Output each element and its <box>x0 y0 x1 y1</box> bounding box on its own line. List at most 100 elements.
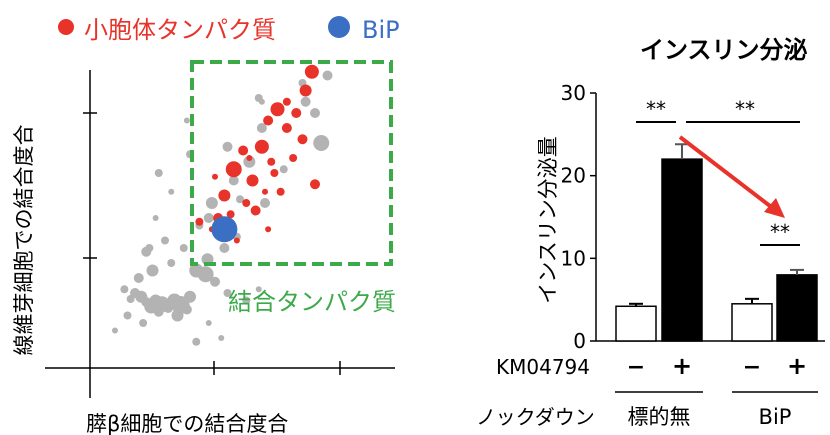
scatter-point <box>152 215 159 221</box>
scatter-point <box>281 123 292 133</box>
scatter-x-label: 膵β細胞での結合度合 <box>86 412 288 435</box>
scatter-point <box>310 179 320 190</box>
scatter-point <box>282 97 291 106</box>
scatter-point <box>246 174 259 187</box>
bar <box>776 274 818 342</box>
scatter-point <box>304 64 319 79</box>
bars <box>615 143 818 342</box>
scatter-point <box>254 139 269 154</box>
binding-protein-region <box>190 60 393 266</box>
scatter-point <box>299 84 312 97</box>
scatter-point <box>243 155 256 168</box>
legend-bip-marker <box>328 16 350 38</box>
scatter-point <box>197 266 214 283</box>
scatter-point <box>242 199 251 207</box>
scatter-point <box>145 244 154 252</box>
decrease-arrow-shaft <box>678 135 772 208</box>
scatter-point <box>263 115 274 126</box>
scatter-point <box>181 304 192 315</box>
scatter-point <box>171 309 184 322</box>
legend-er-marker <box>58 19 74 35</box>
scatter-point <box>225 161 242 178</box>
scatter-point <box>210 276 220 287</box>
scatter-point <box>112 327 118 334</box>
scatter-point <box>256 123 267 133</box>
scatter-point <box>322 70 333 81</box>
scatter-point <box>267 157 276 166</box>
scatter-point <box>218 335 225 341</box>
sig-label-3: ** <box>770 220 790 244</box>
scatter-point <box>262 188 268 195</box>
scatter-point <box>279 165 288 174</box>
scatter-point <box>310 108 320 118</box>
scatter-point <box>153 306 164 317</box>
scatter-point <box>167 259 176 267</box>
scatter-point <box>139 319 148 327</box>
scatter-y-label: 線維芽細胞での結合度合 <box>12 125 36 356</box>
bar-chart: インスリン分泌 インスリン分泌量 0 10 20 30 ** ** ** KM0479… <box>476 36 825 429</box>
treatment-sign: + <box>672 352 692 380</box>
scatter-point <box>212 173 218 180</box>
legend-bip-label: BiP <box>362 16 400 44</box>
scatter-point <box>226 210 235 219</box>
treatment-sign: − <box>743 355 761 380</box>
treatment-sign: − <box>627 355 645 380</box>
scatter-point <box>258 98 265 105</box>
scatter-point <box>219 243 230 253</box>
bar-y-axis-group: 0 10 20 30 <box>561 81 825 353</box>
scatter-point <box>192 337 201 346</box>
scatter-point <box>203 213 214 223</box>
scatter-point <box>255 286 262 293</box>
scatter-point <box>250 205 261 216</box>
scatter-point <box>161 236 169 245</box>
decrease-arrow-head <box>764 198 785 218</box>
scatter-point <box>300 96 311 107</box>
scatter-point <box>265 226 272 233</box>
scatter-point <box>179 244 188 252</box>
legend-er-label: 小胞体タンパク質 <box>84 16 276 44</box>
scatter-point <box>236 195 244 204</box>
group-label: 標的無 <box>628 405 691 429</box>
bar-y-label: インスリン分泌量 <box>536 136 560 304</box>
scatter-point <box>291 108 302 118</box>
scatter-point <box>120 285 129 294</box>
scatter-point <box>223 289 232 297</box>
bar <box>615 305 657 342</box>
knockdown-row-label: ノックダウン <box>476 405 595 429</box>
scatter-point <box>297 134 308 145</box>
scatter-point <box>270 102 285 117</box>
bar-y-tick-label: 20 <box>561 164 586 188</box>
scatter-point <box>168 188 175 195</box>
scatter-point <box>238 145 249 156</box>
scatter-point <box>313 135 330 151</box>
treatment-row-label: KM04794 <box>496 355 590 379</box>
sig-label-1: ** <box>646 97 666 121</box>
sig-label-2: ** <box>735 97 755 121</box>
scatter-chart: 小胞体タンパク質 BiP 結合タンパク質 膵β細胞での結合度合 線維芽細胞での結… <box>12 16 400 435</box>
scatter-point <box>270 169 279 177</box>
scatter-point <box>183 117 190 124</box>
bar <box>661 158 703 342</box>
scatter-point <box>260 198 270 208</box>
bar-y-tick-label: 30 <box>561 81 586 105</box>
scatter-point <box>242 296 251 305</box>
scatter-point <box>123 311 132 320</box>
scatter-point <box>154 169 163 177</box>
scatter-point <box>246 155 253 161</box>
treatment-sign: + <box>787 352 807 380</box>
bar-chart-title: インスリン分泌 <box>640 36 808 64</box>
scatter-point <box>133 273 144 283</box>
scatter-point <box>205 197 218 209</box>
scatter-point <box>276 187 285 196</box>
scatter-point <box>146 264 159 277</box>
scatter-point <box>211 216 238 243</box>
group-label: BiP <box>759 405 792 429</box>
scatter-point <box>233 237 240 244</box>
region-label: 結合タンパク質 <box>228 288 396 316</box>
scatter-point <box>218 189 231 202</box>
scatter-points <box>112 64 333 346</box>
bar <box>731 303 773 342</box>
bar-y-tick-label: 0 <box>573 329 586 353</box>
scatter-point <box>205 320 212 326</box>
